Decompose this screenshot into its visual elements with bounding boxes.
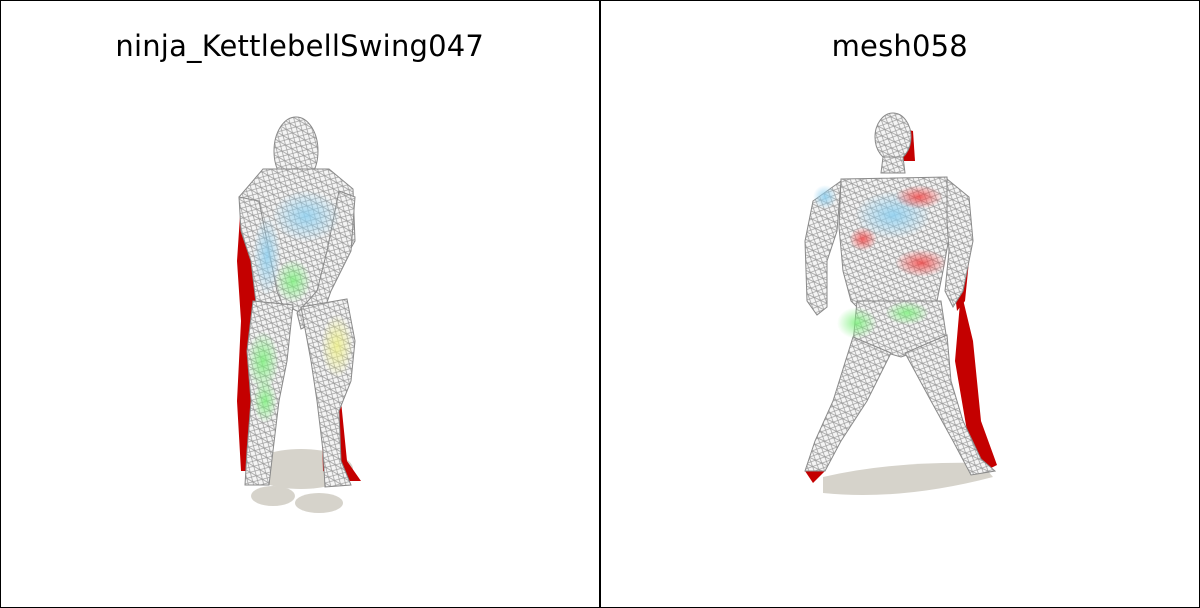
panel-left: ninja_KettlebellSwing047 [1, 1, 601, 607]
panel-right: mesh058 [601, 1, 1200, 607]
wireframe-mesh-right [803, 112, 996, 476]
panel-title-left: ninja_KettlebellSwing047 [115, 29, 485, 63]
ground-shadow-right [822, 462, 993, 495]
mesh-render-left[interactable] [1, 1, 599, 607]
panel-title-right: mesh058 [831, 29, 968, 63]
mesh-render-right[interactable] [601, 1, 1200, 607]
mesh-highlights-left [247, 190, 353, 423]
mesh-highlights-right [812, 185, 947, 339]
